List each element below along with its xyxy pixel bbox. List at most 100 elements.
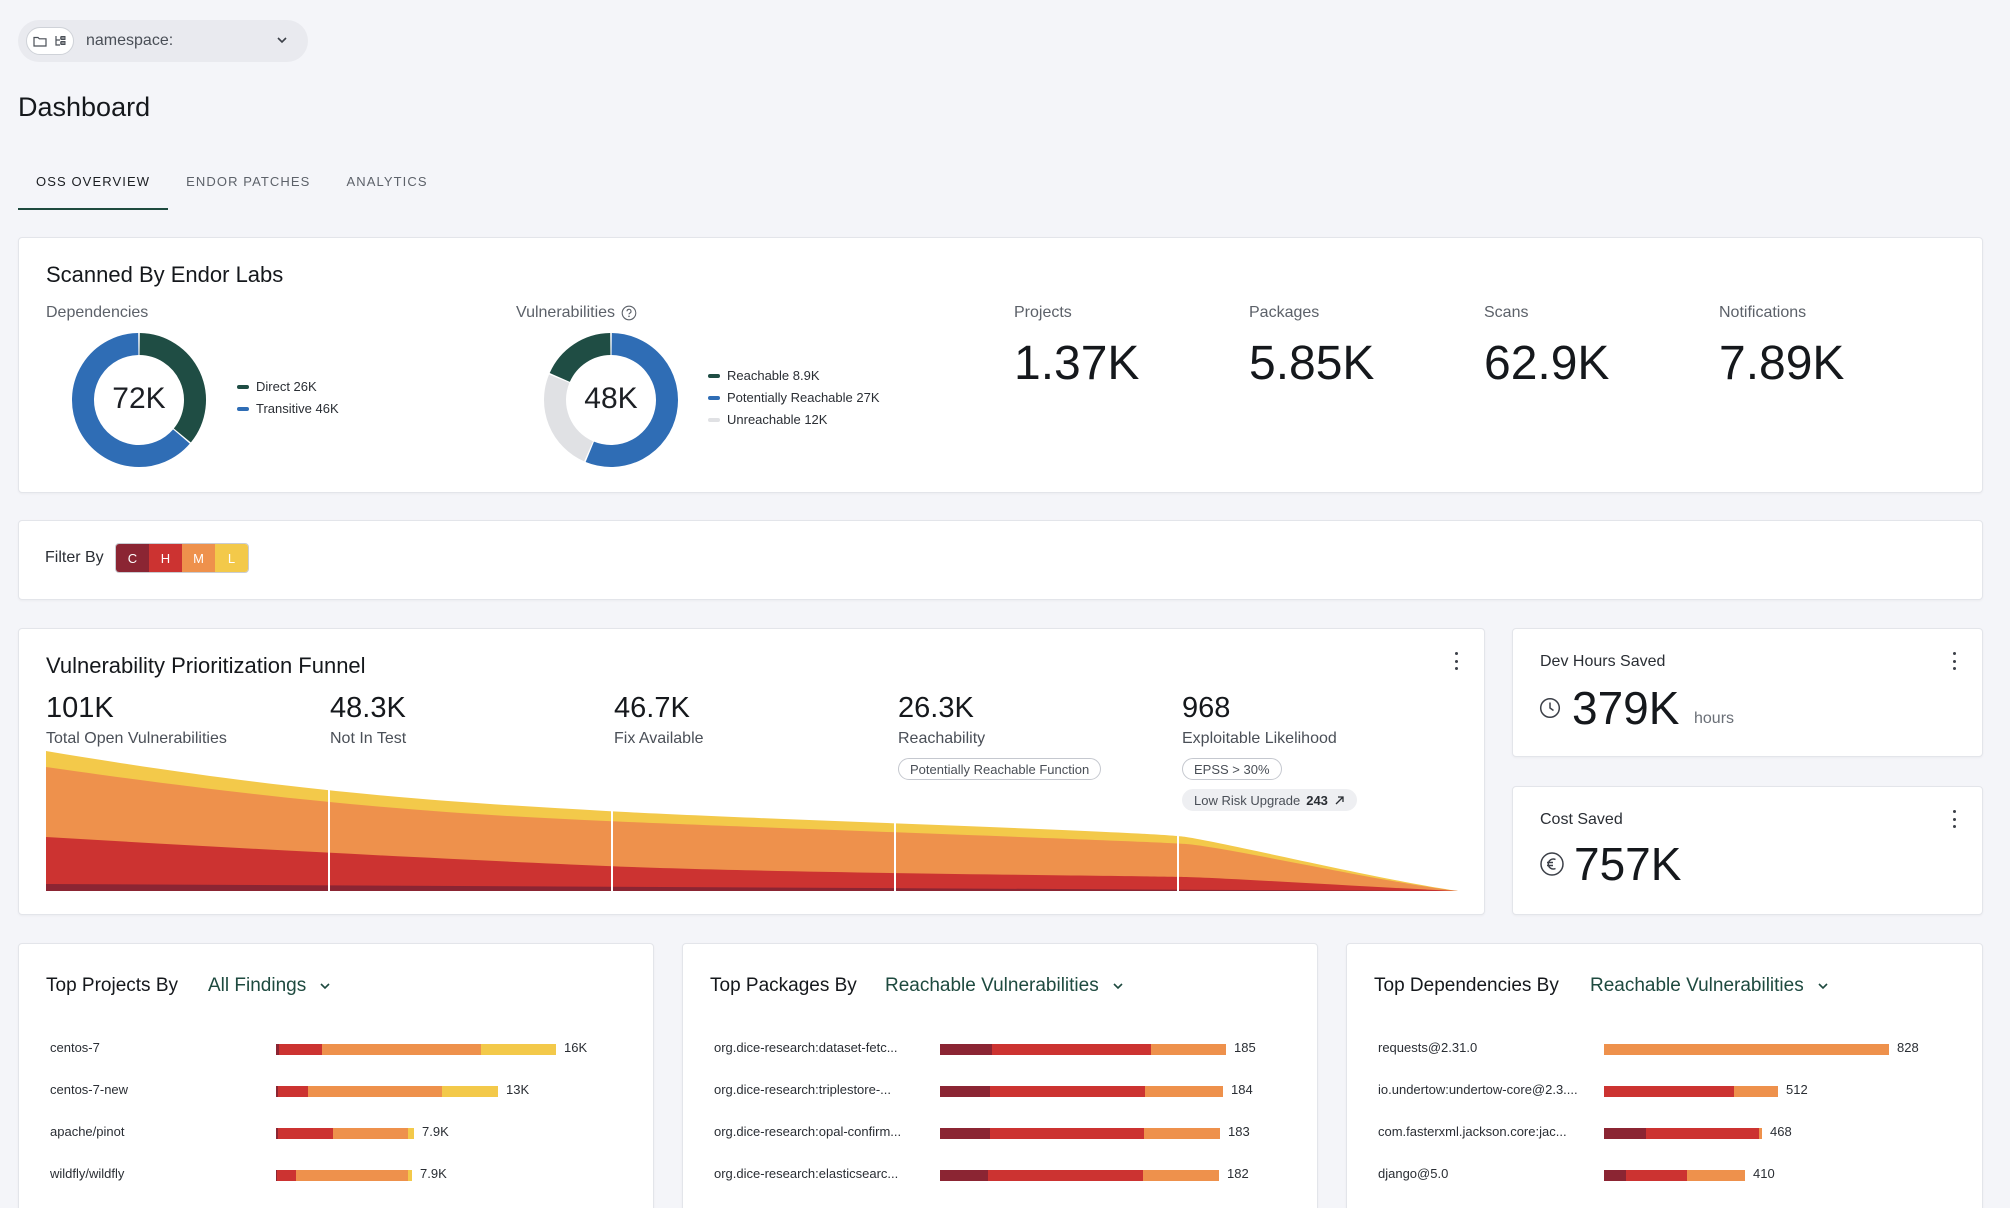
tree-icon [55, 36, 66, 46]
row-value: 512 [1786, 1082, 1808, 1097]
bar-segment [940, 1086, 990, 1097]
legend-direct: Direct 26K [237, 376, 339, 398]
bar-segment [276, 1044, 279, 1055]
severity-low-button[interactable]: L [215, 544, 248, 572]
reachable-function-pill[interactable]: Potentially Reachable Function [898, 758, 1102, 780]
chevron-down-icon [1113, 983, 1123, 990]
row-value: 184 [1231, 1082, 1253, 1097]
row-value: 13K [506, 1082, 530, 1097]
top-projects-selector[interactable]: All Findings [208, 975, 332, 997]
bar-segment [408, 1128, 414, 1139]
external-link-icon [1335, 795, 1344, 804]
severity-medium-button[interactable]: M [182, 544, 215, 572]
row-label[interactable]: django@5.0 [1378, 1166, 1449, 1181]
funnel-high-area [46, 837, 1458, 891]
funnel-stage-value: 101K [46, 692, 114, 724]
bar-segment [278, 1086, 308, 1097]
epss-pill[interactable]: EPSS > 30% [1182, 758, 1282, 780]
funnel-stage-value: 26.3K [898, 692, 974, 724]
row-value: 410 [1753, 1166, 1775, 1181]
bar-segment [1734, 1086, 1778, 1097]
packages-value: 5.85K [1249, 337, 1375, 390]
row-bar [276, 1086, 498, 1097]
chevron-down-icon [277, 37, 287, 44]
top-packages-selector[interactable]: Reachable Vulnerabilities [885, 975, 1125, 997]
top-dependencies-selector[interactable]: Reachable Vulnerabilities [1590, 975, 1830, 997]
vulnerabilities-legend: Reachable 8.9K Potentially Reachable 27K… [708, 365, 880, 431]
row-bar [1604, 1044, 1889, 1055]
bar-segment [276, 1086, 278, 1097]
row-label[interactable]: org.dice-research:dataset-fetc... [714, 1040, 898, 1055]
row-bar [276, 1044, 556, 1055]
row-value: 183 [1228, 1124, 1250, 1139]
row-label[interactable]: centos-7 [50, 1040, 100, 1055]
tab-bar: OSS OVERVIEW ENDOR PATCHES ANALYTICS [18, 170, 446, 210]
vulnerabilities-donut [544, 333, 678, 467]
row-label[interactable]: org.dice-research:elasticsearc... [714, 1166, 899, 1181]
tab-endor-patches[interactable]: ENDOR PATCHES [186, 174, 311, 189]
dev-hours-more-icon[interactable] [1951, 652, 1957, 670]
row-value: 828 [1897, 1040, 1919, 1055]
namespace-icons [26, 27, 74, 55]
row-label[interactable]: com.fasterxml.jackson.core:jac... [1378, 1124, 1567, 1139]
row-bar [1604, 1128, 1762, 1139]
scanned-title: Scanned By Endor Labs [46, 262, 284, 287]
bar-segment [1604, 1044, 1889, 1055]
notifications-value: 7.89K [1719, 337, 1845, 390]
row-label[interactable]: io.undertow:undertow-core@2.3.... [1378, 1082, 1578, 1097]
row-value: 468 [1770, 1124, 1792, 1139]
page-title: Dashboard [18, 92, 151, 122]
bar-segment [442, 1086, 498, 1097]
top-packages-title: Top Packages By [710, 975, 857, 996]
bar-segment [333, 1128, 408, 1139]
row-label[interactable]: wildfly/wildfly [50, 1166, 125, 1181]
funnel-stage-label: Exploitable Likelihood [1182, 730, 1337, 747]
row-value: 182 [1227, 1166, 1249, 1181]
bar-segment [408, 1170, 412, 1181]
row-label[interactable]: apache/pinot [50, 1124, 125, 1139]
bar-segment [1646, 1128, 1759, 1139]
row-bar [940, 1170, 1219, 1181]
bar-segment [481, 1044, 556, 1055]
filter-card [18, 520, 1983, 600]
row-label[interactable]: centos-7-new [50, 1082, 129, 1097]
bar-segment [990, 1086, 1145, 1097]
top-projects-title: Top Projects By [46, 975, 178, 996]
bar-segment [1143, 1170, 1219, 1181]
funnel-stage-label: Total Open Vulnerabilities [46, 730, 227, 747]
filter-label: Filter By [45, 549, 104, 566]
dev-hours-card: Dev Hours Saved 379K hours [1512, 628, 1983, 757]
severity-filter: C H M L [115, 543, 249, 573]
dependencies-total: 72K [112, 382, 166, 415]
row-label[interactable]: requests@2.31.0 [1378, 1040, 1478, 1055]
top-packages-card: Top Packages By Reachable Vulnerabilitie… [682, 943, 1318, 1208]
severity-critical-button[interactable]: C [116, 544, 149, 572]
bar-segment [1604, 1170, 1626, 1181]
chevron-down-icon [320, 983, 330, 990]
legend-swatch [708, 396, 720, 400]
bar-segment [1687, 1170, 1745, 1181]
scanned-card: Scanned By Endor Labs Dependencies 72K D… [18, 237, 1983, 493]
funnel-title: Vulnerability Prioritization Funnel [46, 653, 366, 678]
tab-analytics[interactable]: ANALYTICS [346, 174, 428, 189]
severity-high-button[interactable]: H [149, 544, 182, 572]
vulnerabilities-total: 48K [584, 382, 638, 415]
funnel-card: Vulnerability Prioritization Funnel 101K… [18, 628, 1485, 915]
row-bar [276, 1128, 414, 1139]
legend-swatch [708, 418, 720, 422]
tab-oss-overview[interactable]: OSS OVERVIEW [18, 170, 169, 210]
help-icon[interactable] [621, 305, 637, 321]
cost-saved-more-icon[interactable] [1951, 810, 1957, 828]
low-risk-upgrade-pill[interactable]: Low Risk Upgrade 243 [1182, 789, 1357, 811]
bar-segment [940, 1170, 988, 1181]
row-value: 185 [1234, 1040, 1256, 1055]
row-label[interactable]: org.dice-research:triplestore-... [714, 1082, 892, 1097]
notifications-label: Notifications [1719, 304, 1807, 321]
projects-value: 1.37K [1014, 337, 1140, 390]
namespace-selector[interactable]: namespace: [18, 20, 308, 62]
projects-label: Projects [1014, 304, 1072, 321]
row-label[interactable]: org.dice-research:opal-confirm... [714, 1124, 902, 1139]
top-dependencies-card: Top Dependencies By Reachable Vulnerabil… [1346, 943, 1983, 1208]
funnel-more-icon[interactable] [1453, 652, 1459, 670]
donut-segment [139, 333, 206, 443]
